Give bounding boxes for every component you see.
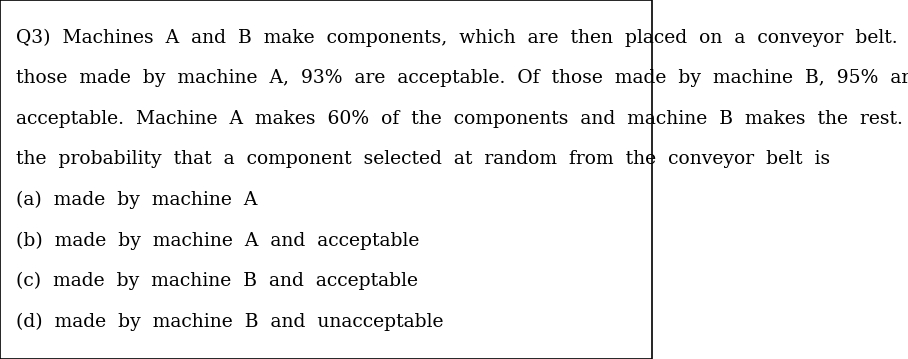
Text: (c)  made  by  machine  B  and  acceptable: (c) made by machine B and acceptable bbox=[16, 272, 419, 290]
Text: those  made  by  machine  A,  93%  are  acceptable.  Of  those  made  by  machin: those made by machine A, 93% are accepta… bbox=[16, 69, 908, 87]
Text: Q3)  Machines  A  and  B  make  components,  which  are  then  placed  on  a  co: Q3) Machines A and B make components, wh… bbox=[16, 29, 908, 47]
Text: (d)  made  by  machine  B  and  unacceptable: (d) made by machine B and unacceptable bbox=[16, 313, 444, 331]
Text: (b)  made  by  machine  A  and  acceptable: (b) made by machine A and acceptable bbox=[16, 232, 419, 250]
Text: acceptable.  Machine  A  makes  60%  of  the  components  and  machine  B  makes: acceptable. Machine A makes 60% of the c… bbox=[16, 110, 908, 128]
Text: the  probability  that  a  component  selected  at  random  from  the  conveyor : the probability that a component selecte… bbox=[16, 150, 831, 168]
Text: (a)  made  by  machine  A: (a) made by machine A bbox=[16, 191, 258, 209]
